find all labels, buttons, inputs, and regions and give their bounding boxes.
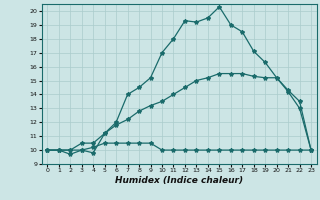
X-axis label: Humidex (Indice chaleur): Humidex (Indice chaleur) bbox=[115, 176, 243, 185]
